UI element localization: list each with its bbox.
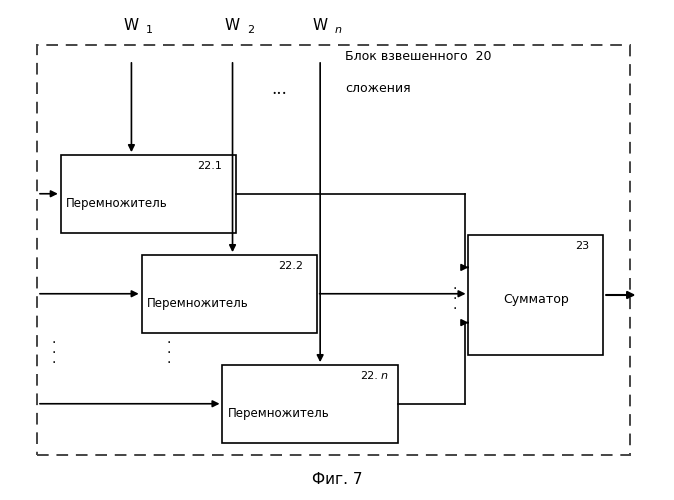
Text: W: W [312,18,327,32]
Text: 1: 1 [146,25,153,35]
Text: Блок взвешенного  20: Блок взвешенного 20 [346,50,492,63]
Text: .: . [453,278,457,292]
Text: .: . [52,332,56,346]
Text: Перемножитель: Перемножитель [147,296,249,310]
Text: 22.: 22. [361,371,379,381]
Text: 22.1: 22.1 [197,161,222,171]
Text: Перемножитель: Перемножитель [66,196,168,209]
Text: 23: 23 [576,241,590,251]
Text: n: n [335,25,342,35]
Text: .: . [166,332,171,346]
Bar [222,365,398,442]
Bar [468,235,603,355]
Text: Перемножитель: Перемножитель [228,406,330,420]
Text: .: . [453,298,457,312]
Text: .: . [166,342,171,356]
Text: .: . [166,352,171,366]
Text: Фиг. 7: Фиг. 7 [312,472,362,488]
Text: ...: ... [272,82,288,98]
Text: .: . [453,288,457,302]
Text: n: n [381,371,388,381]
Text: W: W [123,18,138,32]
Text: сложения: сложения [346,82,411,96]
Text: 22.2: 22.2 [278,261,303,271]
Bar [142,255,317,332]
Bar [37,45,630,455]
Bar [61,155,236,232]
Text: 2: 2 [247,25,255,35]
Text: W: W [224,18,239,32]
Text: Сумматор: Сумматор [503,294,569,306]
Text: .: . [52,352,56,366]
Text: .: . [52,342,56,355]
